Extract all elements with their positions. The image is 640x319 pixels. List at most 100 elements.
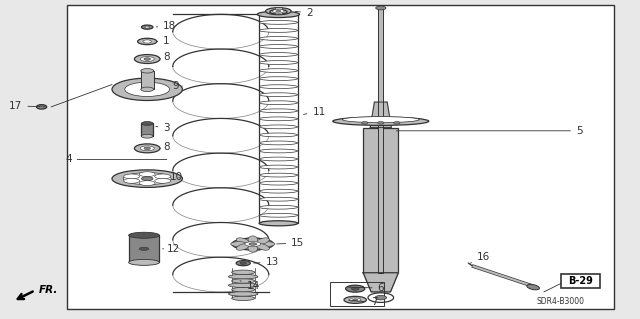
Bar (67, 5, 614, 309)
Ellipse shape (141, 177, 153, 181)
Ellipse shape (125, 82, 170, 97)
Ellipse shape (124, 174, 140, 179)
Text: 1: 1 (157, 36, 170, 46)
Ellipse shape (232, 296, 255, 300)
Ellipse shape (232, 270, 255, 275)
Ellipse shape (259, 133, 298, 137)
Text: 16: 16 (470, 252, 490, 263)
Ellipse shape (140, 57, 154, 62)
Ellipse shape (362, 122, 368, 124)
Ellipse shape (124, 178, 140, 183)
Ellipse shape (248, 244, 258, 252)
Ellipse shape (236, 261, 250, 266)
Ellipse shape (276, 10, 281, 12)
Ellipse shape (259, 117, 298, 121)
Polygon shape (370, 102, 391, 128)
Ellipse shape (259, 93, 298, 97)
Bar (141, 123, 153, 136)
Text: 13: 13 (253, 257, 279, 267)
Ellipse shape (273, 9, 284, 13)
Text: 5: 5 (396, 126, 582, 136)
Ellipse shape (368, 293, 394, 302)
Ellipse shape (140, 181, 156, 186)
Ellipse shape (351, 287, 359, 290)
Ellipse shape (145, 26, 150, 28)
Ellipse shape (134, 144, 160, 153)
Text: 8: 8 (160, 142, 170, 152)
Ellipse shape (346, 285, 365, 292)
Ellipse shape (259, 20, 298, 24)
Text: 12: 12 (163, 244, 180, 254)
Ellipse shape (129, 259, 159, 265)
Ellipse shape (36, 105, 47, 109)
Text: FR.: FR. (38, 285, 58, 295)
Ellipse shape (376, 6, 386, 10)
Ellipse shape (259, 221, 298, 226)
Ellipse shape (342, 117, 419, 122)
Text: SDR4-B3000: SDR4-B3000 (536, 297, 584, 306)
Ellipse shape (259, 53, 298, 56)
Ellipse shape (378, 122, 384, 124)
Ellipse shape (228, 292, 258, 296)
Ellipse shape (259, 28, 298, 32)
Ellipse shape (236, 244, 250, 250)
Ellipse shape (134, 55, 160, 63)
Ellipse shape (259, 149, 298, 153)
Ellipse shape (259, 12, 298, 16)
Ellipse shape (259, 101, 298, 105)
Bar (275, 7, 282, 14)
Ellipse shape (527, 284, 540, 290)
Text: B-29: B-29 (568, 276, 593, 286)
Ellipse shape (245, 242, 261, 247)
Ellipse shape (249, 243, 257, 245)
Ellipse shape (259, 213, 298, 217)
Text: 7: 7 (348, 297, 378, 308)
Text: 10: 10 (170, 172, 183, 182)
Ellipse shape (259, 173, 298, 177)
Ellipse shape (248, 236, 258, 244)
Ellipse shape (259, 157, 298, 161)
Bar (378, 8, 383, 273)
Ellipse shape (141, 87, 154, 92)
Ellipse shape (259, 37, 298, 41)
Bar (141, 71, 154, 89)
Ellipse shape (259, 165, 298, 169)
Ellipse shape (141, 25, 153, 29)
Ellipse shape (144, 58, 150, 60)
Text: 15: 15 (276, 238, 305, 248)
Ellipse shape (257, 11, 300, 18)
Ellipse shape (259, 221, 298, 225)
Ellipse shape (140, 172, 156, 177)
Ellipse shape (259, 181, 298, 185)
Ellipse shape (259, 61, 298, 64)
Ellipse shape (270, 10, 287, 14)
Ellipse shape (124, 173, 172, 185)
Ellipse shape (349, 298, 361, 302)
Ellipse shape (394, 122, 400, 124)
Text: 18: 18 (156, 21, 177, 31)
Ellipse shape (140, 247, 149, 250)
Ellipse shape (256, 244, 269, 250)
Polygon shape (364, 273, 398, 292)
Ellipse shape (232, 279, 255, 283)
Ellipse shape (144, 147, 150, 150)
Ellipse shape (344, 296, 367, 303)
Text: 3: 3 (156, 123, 170, 133)
Ellipse shape (232, 238, 274, 250)
Ellipse shape (333, 117, 429, 125)
Text: 2: 2 (295, 8, 312, 18)
Ellipse shape (266, 8, 291, 15)
Text: 14: 14 (240, 280, 260, 291)
Ellipse shape (228, 283, 258, 287)
Ellipse shape (143, 40, 152, 43)
Ellipse shape (129, 232, 159, 238)
Ellipse shape (155, 174, 171, 179)
Text: 17: 17 (9, 101, 45, 111)
Ellipse shape (256, 238, 269, 244)
Ellipse shape (141, 69, 154, 73)
Text: 11: 11 (303, 107, 326, 117)
Ellipse shape (259, 109, 298, 113)
Bar (129, 235, 159, 262)
Bar (330, 282, 384, 306)
Ellipse shape (112, 78, 182, 100)
